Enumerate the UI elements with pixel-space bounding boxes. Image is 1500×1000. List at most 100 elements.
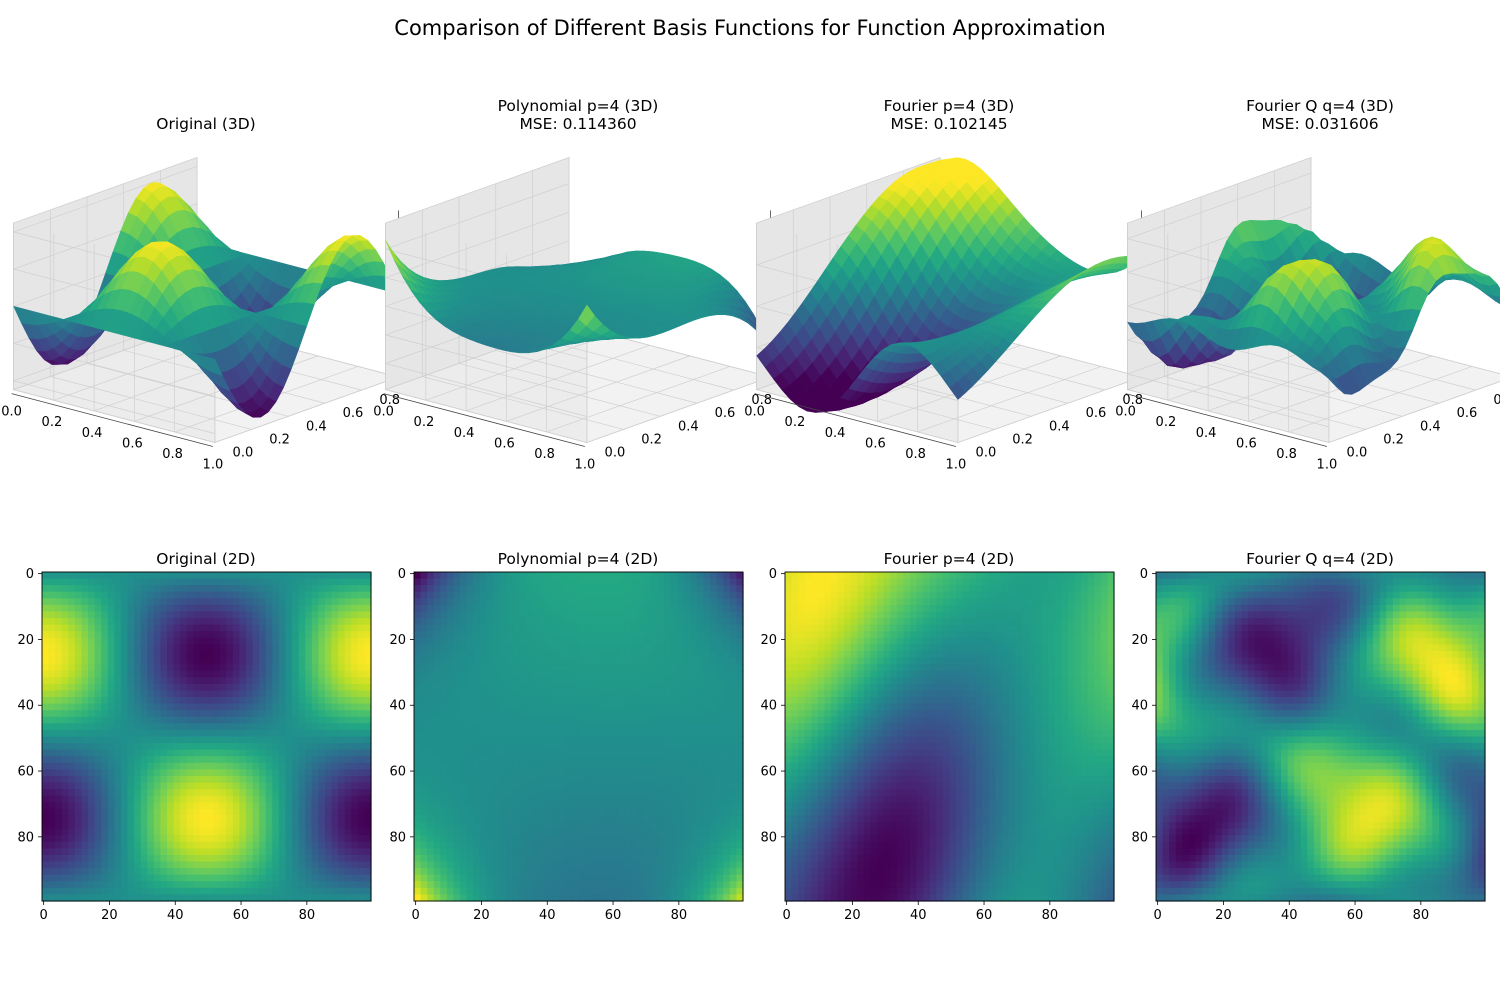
heatmap-cell	[292, 874, 300, 882]
heatmap-cell	[598, 736, 606, 744]
heatmap-cell	[539, 677, 547, 685]
heatmap-cell	[101, 598, 109, 606]
heatmap-cell	[558, 795, 566, 803]
heatmap-cell	[558, 848, 566, 856]
heatmap-cell	[265, 802, 273, 810]
heatmap-cell	[664, 578, 672, 586]
heatmap-cell	[344, 703, 352, 711]
heatmap-cell	[147, 808, 155, 817]
heatmap-cell	[473, 611, 481, 619]
heatmap-cell	[357, 572, 366, 580]
heatmap-cell	[539, 670, 547, 678]
heatmap-cell	[690, 703, 698, 711]
heatmap-cell	[414, 637, 422, 645]
heatmap-cell	[696, 677, 705, 685]
heatmap-cell	[716, 854, 724, 863]
heatmap-cell	[213, 690, 221, 698]
heatmap-cell	[219, 848, 227, 856]
heatmap-cell	[525, 828, 534, 836]
heatmap-cell	[259, 769, 267, 777]
heatmap-cell	[74, 690, 83, 698]
heatmap-cell	[539, 874, 547, 882]
heatmap-cell	[173, 835, 181, 843]
heatmap-cell	[42, 664, 50, 672]
heatmap-cell	[512, 683, 520, 692]
heatmap-cell	[278, 802, 287, 810]
heatmap-cell	[127, 874, 135, 882]
heatmap-cell	[318, 618, 326, 626]
heatmap-cell	[420, 756, 428, 764]
heatmap-cell	[664, 743, 672, 751]
heatmap-cell	[134, 631, 142, 639]
heatmap-cell	[42, 835, 50, 843]
heatmap-cell	[61, 808, 69, 817]
heatmap-cell	[68, 657, 76, 665]
heatmap-cell	[453, 611, 461, 619]
heatmap-cell	[492, 802, 501, 810]
heatmap-cell	[473, 637, 481, 645]
heatmap-cell	[48, 644, 56, 652]
heatmap-cell	[42, 815, 50, 823]
heatmap-cell	[710, 736, 718, 744]
heatmap-cell	[252, 618, 260, 626]
heatmap-cell	[55, 881, 63, 889]
heatmap-cell	[298, 631, 306, 639]
heatmap-cell	[677, 841, 685, 849]
heatmap-cell	[173, 650, 181, 659]
heatmap-cell	[180, 624, 188, 632]
heatmap-cell	[160, 894, 168, 902]
heatmap-cell	[42, 729, 50, 738]
heatmap-cell	[703, 749, 711, 757]
heatmap-cell	[696, 578, 705, 586]
heatmap-cell	[716, 868, 724, 876]
heatmap-cell	[466, 782, 474, 790]
heatmap-cell	[558, 881, 566, 889]
heatmap-cell	[617, 637, 626, 645]
heatmap-cell	[683, 670, 691, 678]
heatmap-cell	[571, 677, 580, 685]
heatmap-cell	[180, 854, 188, 863]
heatmap-cell	[259, 835, 267, 843]
heatmap-cell	[545, 723, 553, 731]
heatmap-cell	[696, 690, 705, 698]
heatmap-cell	[364, 789, 372, 797]
heatmap-cell	[644, 749, 652, 757]
heatmap-cell	[532, 604, 540, 613]
heatmap-cell	[414, 749, 422, 757]
heatmap-cell	[344, 756, 352, 764]
heatmap-cell	[427, 578, 435, 586]
heatmap-cell	[427, 690, 435, 698]
heatmap-cell	[265, 578, 273, 586]
heatmap-cell	[186, 729, 194, 738]
heatmap-cell	[545, 743, 553, 751]
heatmap-cell	[565, 657, 573, 665]
heatmap-cell	[278, 578, 287, 586]
heatmap-cell	[101, 795, 109, 803]
y-tick-label: 40	[17, 699, 34, 714]
heatmap-cell	[81, 585, 89, 593]
heatmap-cell	[578, 697, 586, 705]
heatmap-cell	[153, 802, 162, 810]
heatmap-cell	[239, 677, 247, 685]
heatmap-cell	[239, 657, 247, 665]
heatmap-cell	[147, 782, 155, 790]
heatmap-cell	[466, 677, 474, 685]
heatmap-cell	[364, 835, 372, 843]
heatmap-cell	[670, 572, 678, 580]
heatmap-cell	[696, 683, 705, 692]
heatmap-cell	[492, 572, 501, 580]
heatmap-cell	[624, 677, 632, 685]
heatmap-cell	[193, 631, 201, 639]
heatmap-cell	[199, 591, 208, 599]
heatmap-cell	[631, 782, 639, 790]
heatmap-cell	[611, 848, 619, 856]
heatmap-cell	[729, 749, 738, 757]
heatmap-cell	[479, 854, 487, 863]
heatmap-cell	[440, 618, 448, 626]
heatmap-cell	[61, 762, 69, 770]
heatmap-cell	[552, 572, 560, 580]
heatmap-cell	[466, 736, 474, 744]
heatmap-cell	[650, 815, 659, 823]
heatmap-cell	[657, 756, 665, 764]
heatmap-cell	[173, 736, 181, 744]
